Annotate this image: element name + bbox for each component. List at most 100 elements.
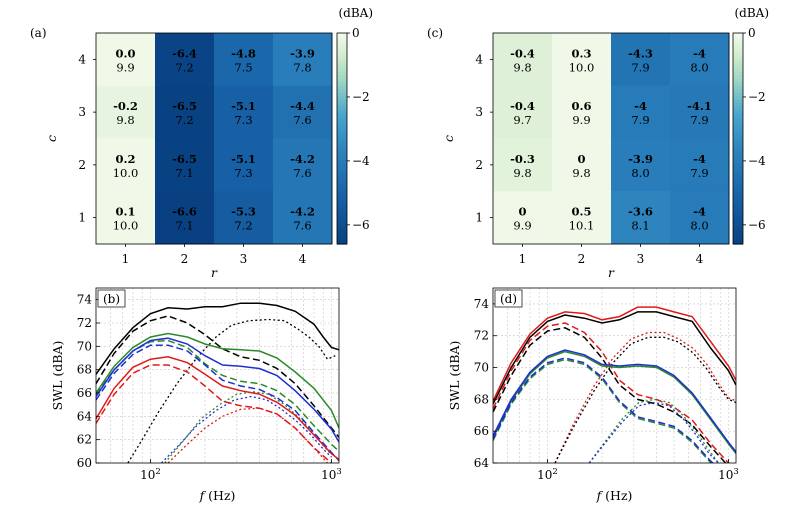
heatmap-cell (273, 85, 333, 139)
colorbar-tick-label: −2 (748, 90, 766, 104)
cell-sub-label: 9.8 (513, 60, 531, 74)
series-line (493, 322, 730, 463)
cell-value-label: -4.3 (628, 46, 653, 60)
heatmap-cell (493, 138, 553, 192)
y-tick-label: 2 (475, 158, 483, 172)
cell-value-label: -3.9 (628, 152, 653, 166)
series-line (493, 311, 736, 405)
colorbar-segment (733, 117, 743, 122)
x-tick-label: 3 (240, 252, 248, 266)
colorbar-segment (733, 124, 743, 129)
heatmap-cell (493, 33, 553, 87)
cell-value-label: 0 (518, 205, 526, 219)
colorbar-segment (733, 177, 743, 182)
colorbar-segment (733, 215, 743, 220)
cell-value-label: -4 (693, 46, 706, 60)
colorbar-segment (337, 194, 347, 199)
colorbar-segment (337, 61, 347, 66)
colorbar-segment (733, 240, 743, 245)
colorbar-segment (337, 163, 347, 168)
cell-sub-label: 10.1 (569, 219, 595, 233)
colorbar-segment (337, 159, 347, 164)
y-tick-label: 1 (475, 211, 483, 225)
colorbar-segment (337, 47, 347, 52)
colorbar-segment (337, 106, 347, 111)
colorbar-segment (337, 233, 347, 238)
colorbar-segment (733, 85, 743, 90)
colorbar-segment (337, 229, 347, 235)
colorbar-tick-label: 0 (748, 26, 756, 40)
cell-sub-label: 9.9 (116, 60, 134, 74)
y-axis-label: SWL (dBA) (447, 341, 462, 411)
colorbar-segment (337, 191, 347, 196)
cell-value-label: -0.4 (510, 46, 535, 60)
heatmap-cell (273, 33, 333, 87)
colorbar-segment (337, 134, 347, 140)
y-tick-label: 62 (77, 433, 92, 447)
x-tick-label: 103 (718, 467, 739, 482)
x-tick-label: 4 (696, 252, 704, 266)
colorbar-segment (337, 89, 347, 94)
colorbar-segment (733, 219, 743, 224)
colorbar-segment (337, 43, 347, 48)
colorbar-segment (733, 36, 743, 41)
colorbar-segment (733, 110, 743, 115)
colorbar-segment (337, 82, 347, 87)
colorbar-segment (733, 166, 743, 171)
cell-value-label: -5.1 (231, 99, 256, 113)
colorbar-segment (337, 124, 347, 129)
y-tick-label: 1 (78, 211, 86, 225)
colorbar-segment (337, 36, 347, 41)
y-tick-label: 68 (474, 392, 489, 406)
series-group (493, 306, 736, 463)
heatmap-cell (214, 85, 274, 139)
y-tick-label: 64 (474, 456, 490, 470)
x-tick-label: 103 (321, 467, 342, 482)
plot-frame (95, 287, 340, 464)
cell-sub-label: 7.1 (175, 166, 193, 180)
x-axis-label: r (608, 265, 615, 280)
heatmap-cell (670, 85, 730, 139)
lineplot-d: 64 66 68 70 72 74 102 103 f (Hz) SWL (dBA) (d) (447, 287, 739, 503)
cell-value-label: -6.5 (172, 152, 197, 166)
colorbar-segment (337, 208, 347, 213)
colorbar-tick-label: 0 (352, 26, 360, 40)
series-line (493, 358, 713, 463)
heatmap-cell (214, 33, 274, 87)
y-axis-label: c (441, 135, 456, 142)
colorbar-segment (337, 92, 347, 97)
cell-value-label: -0.2 (113, 99, 138, 113)
cell-sub-label: 7.9 (690, 113, 708, 127)
colorbar-segment (733, 145, 743, 150)
heatmap-cell (670, 138, 730, 192)
colorbar-segment (337, 96, 347, 101)
colorbar-segment (733, 89, 743, 94)
colorbar-segment (337, 215, 347, 220)
heatmap-cell (96, 138, 156, 192)
colorbar-segment (733, 47, 743, 52)
heatmap-cell (552, 85, 612, 139)
x-tick-label: 2 (181, 252, 189, 266)
cell-sub-label: 9.8 (116, 113, 134, 127)
colorbar-frame (732, 32, 744, 245)
cell-sub-label: 9.9 (572, 113, 590, 127)
series-line (161, 395, 332, 463)
colorbar-segment (733, 173, 743, 178)
heatmap-cell (96, 33, 156, 87)
cell-sub-label: 10.0 (113, 166, 139, 180)
cell-sub-label: 7.2 (234, 219, 252, 233)
colorbar-tick-label: −4 (748, 154, 766, 168)
y-tick-label: 2 (78, 158, 86, 172)
colorbar-segment (733, 96, 743, 101)
y-tick-label: 72 (77, 316, 92, 330)
colorbar-segment (733, 236, 743, 242)
colorbar-segment (733, 184, 743, 189)
cell-sub-label: 10.0 (569, 60, 595, 74)
y-tick-label: 66 (474, 424, 489, 438)
colorbar-segment (337, 57, 347, 62)
x-axis-label: f (Hz) (199, 488, 236, 503)
x-tick-label: 2 (578, 252, 586, 266)
colorbar-segment (337, 85, 347, 90)
colorbar-segment (337, 205, 347, 210)
colorbar-segment (337, 54, 347, 59)
